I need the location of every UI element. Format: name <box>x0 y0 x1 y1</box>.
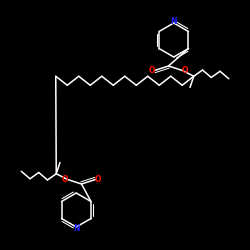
Text: O: O <box>149 66 155 75</box>
Text: N: N <box>73 224 80 233</box>
Text: O: O <box>62 175 68 184</box>
Text: O: O <box>95 175 101 184</box>
Text: O: O <box>182 66 188 75</box>
Text: N: N <box>170 17 177 26</box>
